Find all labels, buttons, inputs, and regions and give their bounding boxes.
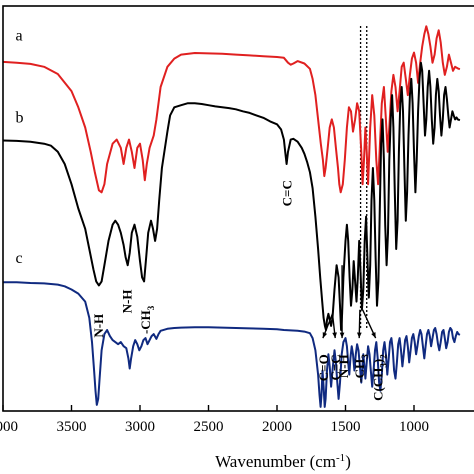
band-label-6: N-H: [336, 354, 351, 378]
series-label-c: c: [15, 250, 22, 267]
annotation-arrow-4: [361, 309, 377, 339]
x-tick-label-2: 3000: [125, 419, 155, 435]
annotation-arrow-1: [331, 313, 337, 339]
series-label-b: b: [15, 110, 23, 127]
band-label-0: N-H: [91, 314, 106, 338]
x-tick-label-5: 1500: [331, 419, 361, 435]
x-tick-label-4: 2000: [262, 419, 292, 435]
series-labels: a b c: [15, 27, 23, 267]
band-label-8: C(CH3)2: [371, 354, 389, 401]
annotation-arrow-0: [322, 313, 334, 339]
spectra-series: [2, 25, 461, 408]
band-label-1: N-H: [119, 290, 134, 314]
series-line-a: [2, 25, 461, 194]
x-tick-label-3: 2500: [194, 419, 224, 435]
annotation-arrow-3: [356, 309, 362, 339]
band-label-5: C=C: [328, 354, 343, 380]
x-tick-label-1: 3500: [57, 419, 87, 435]
annotation-arrows: [322, 265, 377, 339]
band-label-2: -CH3: [138, 305, 156, 334]
x-axis-title: Wavenumber (cm-1): [215, 452, 351, 471]
x-tick-label-0: 4000: [0, 419, 18, 435]
band-label-4: C=O: [316, 354, 331, 381]
band-label-3: C=C: [280, 180, 295, 206]
series-label-a: a: [15, 27, 22, 44]
band-label-7: -CH3: [352, 354, 370, 383]
plot-frame: [2, 5, 474, 412]
series-line-b: [2, 61, 461, 331]
annotation-arrow-2: [339, 265, 345, 339]
x-axis-ticks: 4000 3500 3000 2500 2000 1500 1000: [0, 405, 429, 435]
x-tick-label-6: 1000: [399, 419, 429, 435]
series-line-c: [3, 281, 461, 408]
